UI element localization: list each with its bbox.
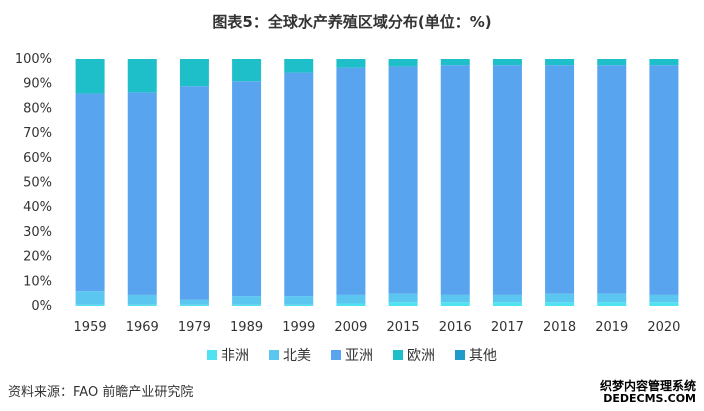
bar-segment [597,59,627,66]
legend-swatch [455,350,465,360]
y-tick-label: 30% [23,225,52,240]
bar-segment [232,296,262,305]
legend-item: 非洲 [207,345,249,365]
bar-segment [597,302,627,306]
y-tick-label: 100% [15,52,52,67]
bar-segment [75,291,105,305]
bar-segment [440,65,470,295]
bar-segment [127,294,157,305]
legend-item: 其他 [455,345,497,365]
legend-swatch [331,350,341,360]
x-tick-label: 2017 [491,320,524,335]
bar-segment [179,59,209,87]
bar-segment [440,294,470,303]
y-tick-label: 50% [23,176,52,191]
bar-segment [232,81,262,297]
legend-swatch [207,350,217,360]
watermark-text-line2: DEDECMS.COM [601,392,698,405]
bar-segment [545,293,575,303]
chart-title: 图表5：全球水产养殖区域分布(单位：%) [212,13,492,31]
bar-segment [649,59,679,66]
x-tick-label: 2018 [543,320,576,335]
x-tick-label: 2009 [334,320,367,335]
y-tick-label: 40% [23,200,52,215]
bar-segment [492,294,522,303]
y-tick-label: 80% [23,101,52,116]
bar-segment [492,302,522,306]
legend-label: 其他 [469,348,497,364]
x-tick-label: 1959 [74,320,107,335]
x-tick-label: 2015 [387,320,420,335]
bar-segment [388,302,418,306]
bar-segment [545,65,575,294]
bar-segment [388,66,418,294]
bar-segment [440,302,470,306]
legend-item: 亚洲 [331,345,373,365]
legend-item: 北美 [269,345,311,365]
y-tick-label: 20% [23,250,52,265]
chart-legend: 非洲 北美 亚洲 欧洲 其他 [0,345,704,365]
bar-segment [336,303,366,306]
bar-segment [440,59,470,66]
bar-segment [336,294,366,304]
y-tick-label: 0% [31,299,52,314]
bar-segment [127,59,157,93]
bar-segment [75,304,105,306]
bar-segment [492,59,522,66]
bar-segment [127,92,157,295]
y-tick-label: 90% [23,77,52,92]
y-tick-label: 10% [23,274,52,289]
bar-segment [284,59,314,73]
legend-label: 亚洲 [345,348,373,364]
legend-swatch [393,350,403,360]
bar-segment [127,304,157,306]
y-tick-label: 60% [23,151,52,166]
x-tick-label: 1979 [178,320,211,335]
bar-segment [75,59,105,94]
bar-segment [284,296,314,305]
x-tick-label: 2020 [647,320,680,335]
bar-segment [179,299,209,305]
bar-segment [179,86,209,300]
bar-segment [388,59,418,67]
bar-segment [649,294,679,303]
legend-item: 欧洲 [393,345,435,365]
bar-segment [649,65,679,295]
source-note: 资料来源：FAO 前瞻产业研究院 [8,385,194,400]
bar-segment [232,304,262,306]
x-tick-label: 2016 [439,320,472,335]
legend-label: 欧洲 [407,348,435,364]
x-tick-label: 1969 [126,320,159,335]
bar-segment [649,302,679,306]
x-tick-label: 2019 [595,320,628,335]
x-tick-label: 1999 [282,320,315,335]
bar-segment [545,59,575,66]
bar-segment [492,65,522,295]
bar-segment [597,65,627,294]
legend-label: 非洲 [221,348,249,364]
bar-segment [336,59,366,68]
bar-segment [75,93,105,292]
legend-swatch [269,350,279,360]
bar-segment [597,293,627,303]
bar-segment [336,67,366,295]
watermark-text-line1: 织梦内容管理系统 [597,377,698,394]
bar-segment [545,302,575,306]
stacked-bar-chart: 0% 10% 20% 30% 40% 50% 60% 70% 80% 90% 100% 1959 196… [15,52,681,335]
bar-segment [388,293,418,303]
x-tick-label: 1989 [230,320,263,335]
bar-segment [179,304,209,306]
legend-label: 北美 [283,348,311,364]
bar-segment [284,304,314,306]
bar-segment [284,72,314,297]
y-tick-label: 70% [23,126,52,141]
bar-segment [232,59,262,82]
